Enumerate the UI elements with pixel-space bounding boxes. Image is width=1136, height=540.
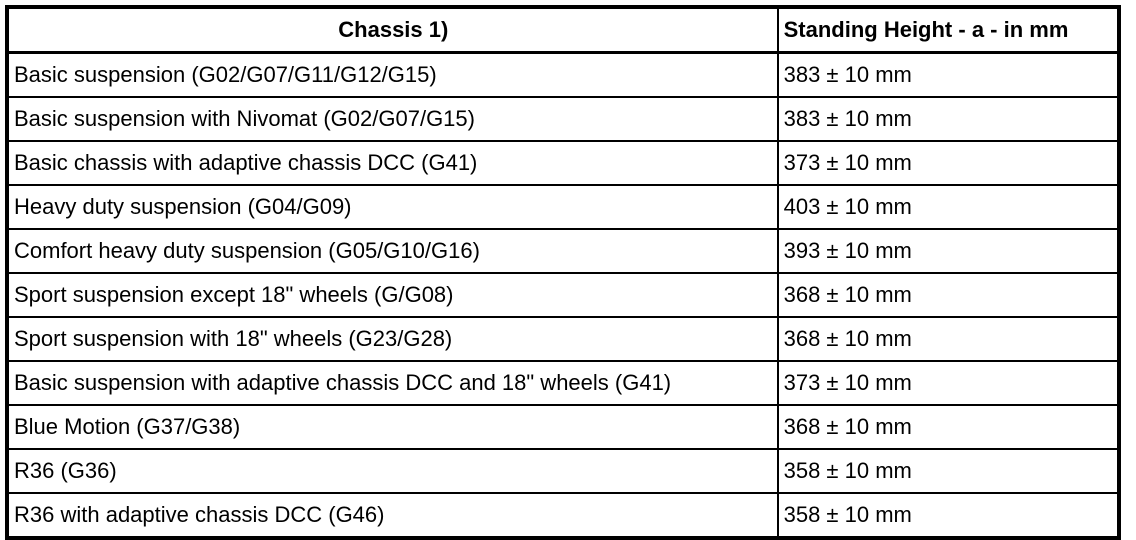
standing-height-cell: 368 ± 10 mm xyxy=(776,272,1121,318)
standing-height-cell: 358 ± 10 mm xyxy=(776,448,1121,494)
table-row: Sport suspension except 18" wheels (G/G0… xyxy=(6,272,1121,318)
standing-height-table: Chassis 1) Standing Height - a - in mm B… xyxy=(5,5,1121,540)
chassis-cell: Comfort heavy duty suspension (G05/G10/G… xyxy=(6,228,779,274)
chassis-cell: Sport suspension with 18" wheels (G23/G2… xyxy=(6,316,779,362)
standing-height-cell: 358 ± 10 mm xyxy=(776,492,1121,539)
chassis-cell: Basic suspension with Nivomat (G02/G07/G… xyxy=(6,96,779,142)
table-row: Comfort heavy duty suspension (G05/G10/G… xyxy=(6,228,1121,274)
standing-height-cell: 373 ± 10 mm xyxy=(776,360,1121,406)
table-header-row: Chassis 1) Standing Height - a - in mm xyxy=(6,6,1121,54)
chassis-cell: R36 (G36) xyxy=(6,448,779,494)
standing-height-cell: 393 ± 10 mm xyxy=(776,228,1121,274)
table-row: Basic suspension with Nivomat (G02/G07/G… xyxy=(6,96,1121,142)
standing-height-cell: 403 ± 10 mm xyxy=(776,184,1121,230)
chassis-cell: Basic suspension (G02/G07/G11/G12/G15) xyxy=(6,51,779,98)
chassis-cell: Basic suspension with adaptive chassis D… xyxy=(6,360,779,406)
standing-height-cell: 368 ± 10 mm xyxy=(776,316,1121,362)
table-row: R36 with adaptive chassis DCC (G46) 358 … xyxy=(6,492,1121,539)
chassis-cell: Heavy duty suspension (G04/G09) xyxy=(6,184,779,230)
table-row: Basic suspension with adaptive chassis D… xyxy=(6,360,1121,406)
chassis-cell: Basic chassis with adaptive chassis DCC … xyxy=(6,140,779,186)
standing-height-cell: 383 ± 10 mm xyxy=(776,96,1121,142)
chassis-cell: R36 with adaptive chassis DCC (G46) xyxy=(6,492,779,539)
standing-height-cell: 368 ± 10 mm xyxy=(776,404,1121,450)
standing-height-cell: 373 ± 10 mm xyxy=(776,140,1121,186)
column-header-standing-height: Standing Height - a - in mm xyxy=(776,6,1121,54)
table-row: R36 (G36) 358 ± 10 mm xyxy=(6,448,1121,494)
chassis-cell: Sport suspension except 18" wheels (G/G0… xyxy=(6,272,779,318)
table-row: Heavy duty suspension (G04/G09) 403 ± 10… xyxy=(6,184,1121,230)
table-row: Sport suspension with 18" wheels (G23/G2… xyxy=(6,316,1121,362)
table-row: Basic chassis with adaptive chassis DCC … xyxy=(6,140,1121,186)
chassis-cell: Blue Motion (G37/G38) xyxy=(6,404,779,450)
table-row: Blue Motion (G37/G38) 368 ± 10 mm xyxy=(6,404,1121,450)
standing-height-cell: 383 ± 10 mm xyxy=(776,51,1121,98)
table-row: Basic suspension (G02/G07/G11/G12/G15) 3… xyxy=(6,51,1121,98)
column-header-chassis: Chassis 1) xyxy=(6,6,779,54)
